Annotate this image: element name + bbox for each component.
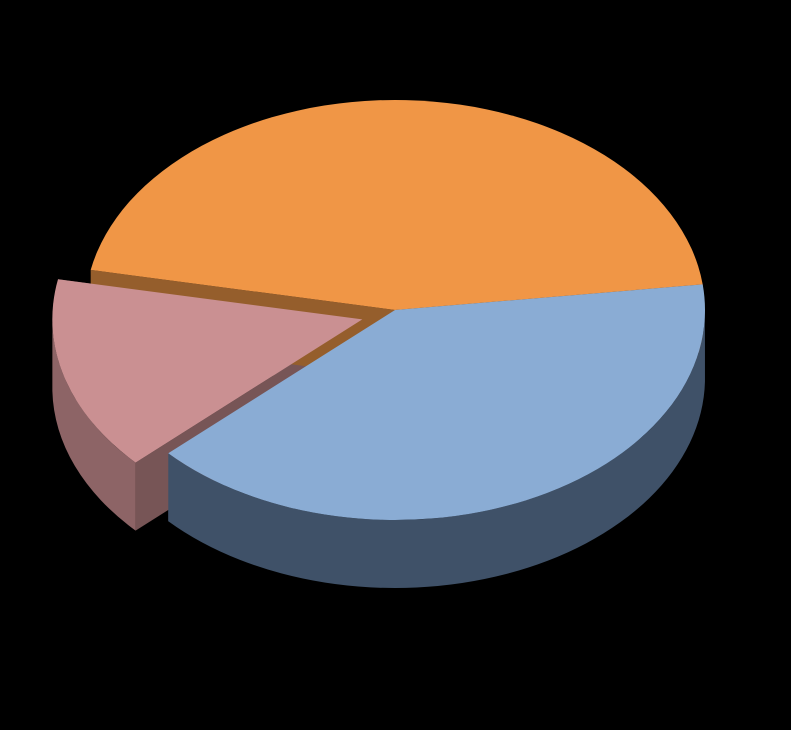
- slice-orange: [91, 100, 703, 310]
- pie-chart-3d: [0, 0, 791, 730]
